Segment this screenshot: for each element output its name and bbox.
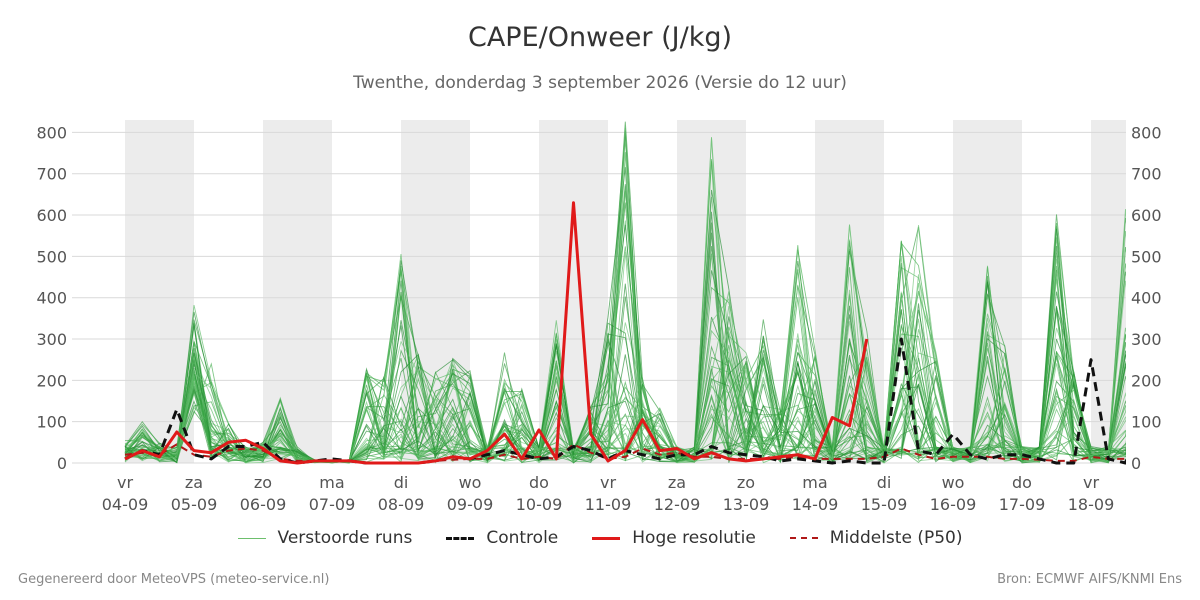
x-tick-date: 11-09 [585,495,632,514]
y-tick-label-left: 500 [36,247,67,266]
legend-label-perturbed: Verstoorde runs [277,528,413,548]
x-tick-day: za [668,473,686,492]
legend: Verstoorde runs Controle Hoge resolutie … [0,528,1200,548]
x-tick-date: 14-09 [792,495,839,514]
hires-line [124,201,869,465]
x-tick-day: zo [254,473,272,492]
legend-label-median: Middelste (P50) [829,528,963,548]
x-tick-day: ma [802,473,827,492]
x-tick-day: di [877,473,892,492]
y-axis-right: 0 100 200 300 400 500 600 700 800 [1131,123,1162,473]
x-tick-date: 07-09 [309,495,356,514]
y-tick-label-right: 400 [1131,289,1162,308]
x-tick-date: 17-09 [999,495,1046,514]
y-tick-label-left: 0 [57,454,67,473]
ensemble-run-line [124,121,1126,464]
x-axis: vr 04-09 za 05-09 zo 06-09 ma 07-09 di 08-09 wo 09-… [102,473,1115,514]
y-tick-label-left: 400 [36,289,67,308]
main-series-lines [124,201,1126,465]
y-tick-label-right: 600 [1131,206,1162,225]
legend-label-hires: Hoge resolutie [632,528,756,548]
y-tick-label-right: 700 [1131,165,1162,184]
x-tick-day: za [185,473,203,492]
ensemble-run-line [124,342,1126,464]
legend-label-control: Controle [486,528,559,548]
ensemble-run-line [124,130,1126,464]
x-tick-date: 15-09 [861,495,908,514]
x-tick-date: 06-09 [240,495,287,514]
x-tick-day: do [529,473,549,492]
footer-generator: Gegenereerd door MeteoVPS (meteo-service… [18,572,330,587]
chart-title: CAPE/Onweer (J/kg) [467,22,732,53]
x-tick-day: wo [459,473,482,492]
x-tick-day: di [394,473,409,492]
day-band [263,120,332,463]
y-tick-label-right: 100 [1131,413,1162,432]
y-tick-label-right: 500 [1131,247,1162,266]
legend-item-perturbed: Verstoorde runs [237,528,413,548]
y-tick-label-left: 700 [36,165,67,184]
legend-item-control: Controle [446,528,558,548]
y-tick-label-right: 200 [1131,371,1162,390]
legend-swatch-hires [592,536,621,540]
x-tick-date: 09-09 [447,495,494,514]
legend-item-hires: Hoge resolutie [592,528,756,548]
y-tick-label-right: 300 [1131,330,1162,349]
x-tick-date: 05-09 [171,495,218,514]
legend-swatch-control [446,536,475,540]
x-tick-day: wo [942,473,965,492]
control-line [124,337,1126,465]
y-tick-label-left: 600 [36,206,67,225]
x-tick-date: 13-09 [723,495,770,514]
y-axis-left: 0 100 200 300 400 500 600 700 800 [36,123,67,473]
x-tick-date: 18-09 [1068,495,1115,514]
x-tick-day: do [1012,473,1032,492]
x-tick-day: ma [319,473,344,492]
footer-source: Bron: ECMWF AIFS/KNMI Ens [997,572,1182,587]
x-tick-day: vr [1083,473,1099,492]
legend-item-median: Middelste (P50) [789,528,963,548]
y-tick-label-right: 0 [1131,454,1141,473]
y-tick-label-left: 300 [36,330,67,349]
x-tick-date: 04-09 [102,495,149,514]
y-tick-label-left: 200 [36,371,67,390]
legend-swatch-perturbed [237,537,266,539]
x-tick-date: 12-09 [654,495,701,514]
x-tick-day: zo [737,473,755,492]
x-tick-date: 16-09 [930,495,977,514]
legend-swatch-median [789,537,818,539]
x-tick-date: 08-09 [378,495,425,514]
x-tick-day: vr [117,473,133,492]
x-tick-day: vr [600,473,616,492]
y-tick-label-right: 800 [1131,123,1162,142]
x-tick-date: 10-09 [516,495,563,514]
chart-subtitle: Twenthe, donderdag 3 september 2026 (Ver… [353,73,847,93]
y-tick-label-left: 100 [36,413,67,432]
ensemble-run-line [124,224,1126,464]
y-tick-label-left: 800 [36,123,67,142]
